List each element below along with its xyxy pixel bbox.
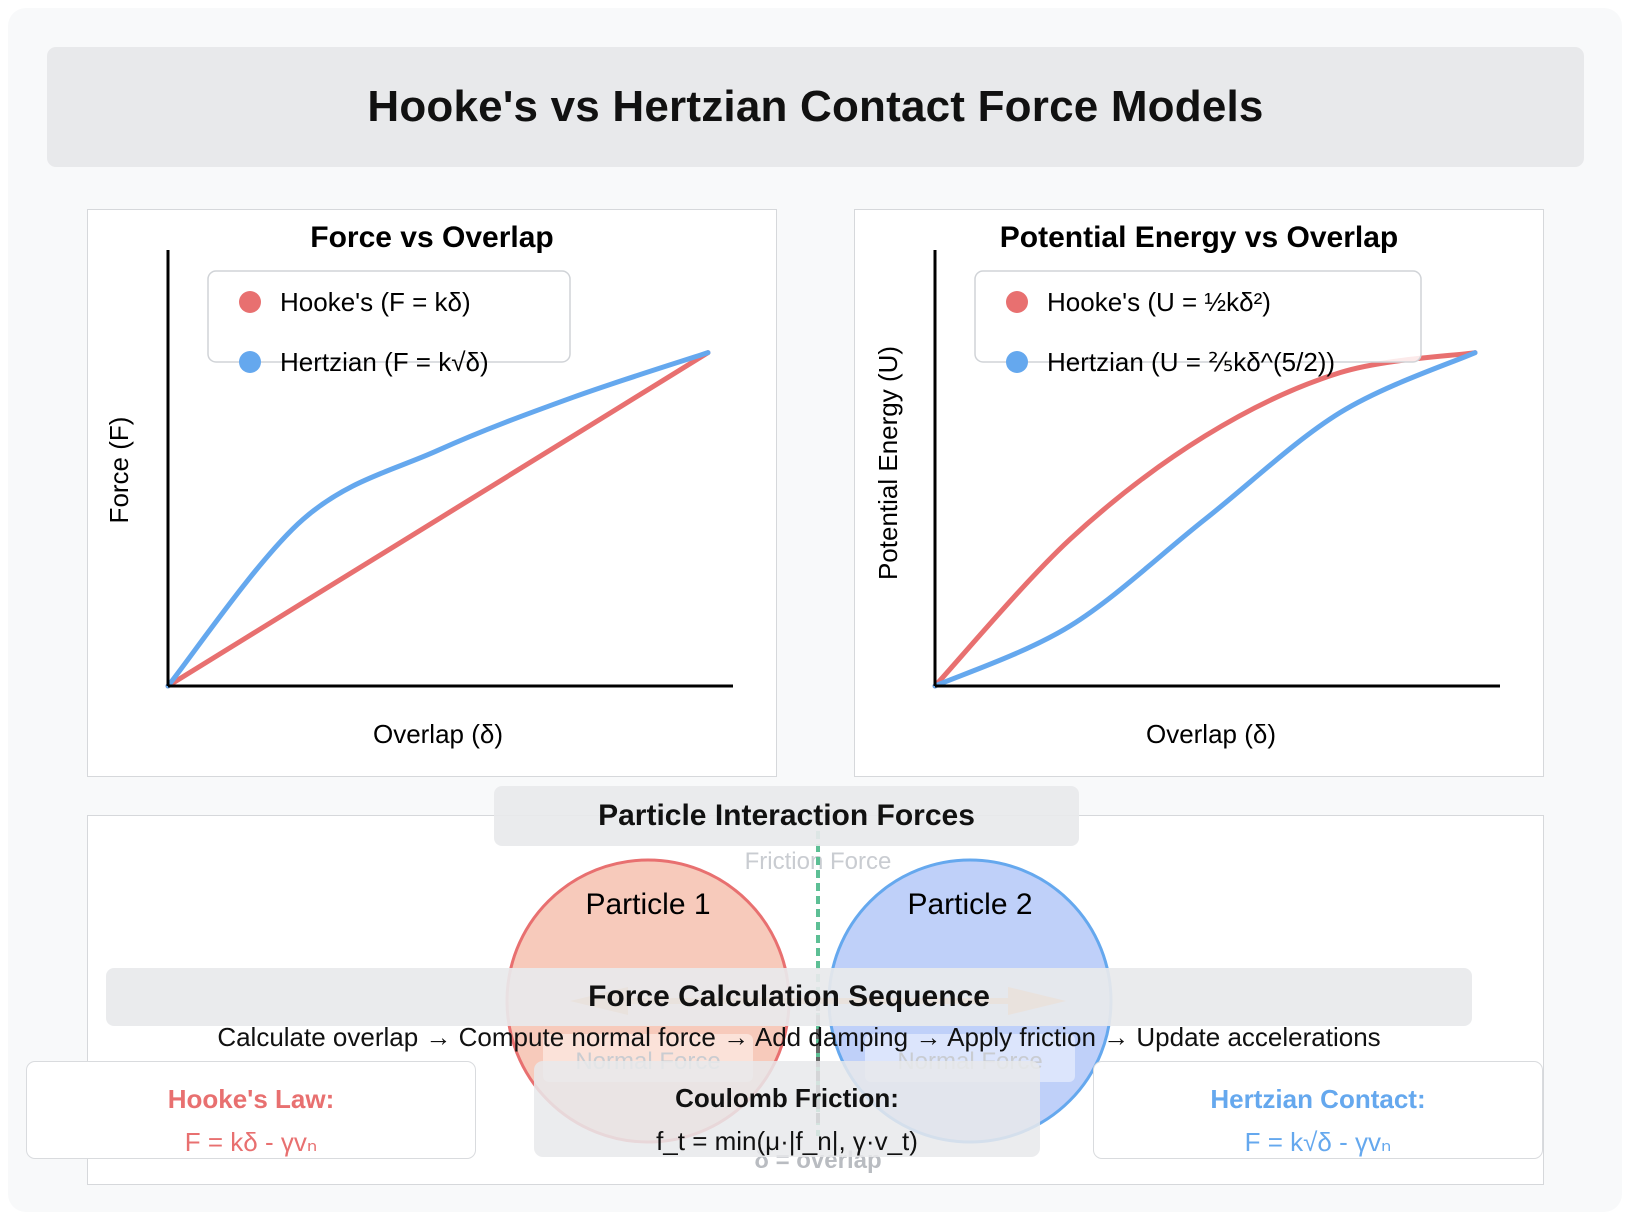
coulomb-friction-formula: f_t = min(μ·|f_n|, γ·v_t): [656, 1126, 918, 1156]
energy-legend-box: [974, 270, 1422, 363]
force-legend-box: [207, 270, 571, 363]
energy-x-label: Overlap (δ): [1146, 719, 1276, 749]
title-banner: Hooke's vs Hertzian Contact Force Models: [47, 47, 1584, 167]
energy-legend-hooke-marker: [1006, 291, 1028, 313]
force-legend-hooke: Hooke's (F = kδ): [280, 287, 471, 317]
energy-hooke-curve: [932, 350, 1478, 689]
hertzian-contact-formula: F = k√δ - γvₙ: [1244, 1127, 1392, 1157]
force-y-label: Force (F): [104, 417, 134, 524]
sequence-header: Force Calculation Sequence: [106, 968, 1472, 1026]
force-legend-hertz: Hertzian (F = k√δ): [280, 347, 489, 377]
particle-section-title: Particle Interaction Forces: [598, 799, 975, 832]
hertzian-contact-title: Hertzian Contact:: [1210, 1084, 1426, 1114]
coulomb-friction-box: Coulomb Friction: f_t = min(μ·|f_n|, γ·v…: [534, 1061, 1040, 1157]
force-chart: Force vs Overlap Hooke's (F = kδ) Hertzi…: [104, 221, 733, 749]
energy-chart-panel: Potential Energy vs Overlap Hooke's (U =…: [854, 209, 1544, 777]
force-legend-hooke-marker: [239, 291, 261, 313]
force-chart-title: Force vs Overlap: [310, 221, 553, 254]
force-legend-hertz-marker: [239, 351, 261, 373]
energy-hertz-curve: [932, 350, 1478, 689]
hertzian-contact-box: Hertzian Contact: F = k√δ - γvₙ: [1093, 1061, 1543, 1159]
energy-chart-title: Potential Energy vs Overlap: [1000, 221, 1398, 254]
particle-2-label: Particle 2: [907, 888, 1032, 921]
energy-legend-hertz: Hertzian (U = ⅖kδ^(5/2)): [1047, 347, 1335, 377]
force-hertz-curve: [165, 350, 711, 689]
force-x-label: Overlap (δ): [373, 719, 503, 749]
sequence-steps: Calculate overlap → Compute normal force…: [217, 1022, 1381, 1052]
particle-section-header: Particle Interaction Forces: [494, 786, 1079, 846]
hooke-law-box: Hooke's Law: F = kδ - γvₙ: [26, 1061, 476, 1159]
energy-y-label: Potential Energy (U): [873, 346, 903, 580]
hooke-law-title: Hooke's Law:: [167, 1084, 335, 1114]
sequence-title: Force Calculation Sequence: [588, 980, 990, 1013]
energy-plot-area: [932, 350, 1478, 689]
page-title: Hooke's vs Hertzian Contact Force Models: [367, 82, 1264, 131]
force-hooke-curve: [165, 350, 711, 689]
diagram-canvas: Hooke's vs Hertzian Contact Force Models…: [8, 8, 1622, 1212]
coulomb-friction-title: Coulomb Friction:: [675, 1083, 899, 1113]
particle-1-label: Particle 1: [585, 888, 710, 921]
energy-chart: Potential Energy vs Overlap Hooke's (U =…: [873, 221, 1500, 749]
energy-legend-hooke: Hooke's (U = ½kδ²): [1047, 287, 1271, 317]
force-plot-area: [165, 350, 711, 689]
hooke-law-formula: F = kδ - γvₙ: [184, 1127, 318, 1157]
energy-legend-hertz-marker: [1006, 351, 1028, 373]
force-chart-panel: Force vs Overlap Hooke's (F = kδ) Hertzi…: [87, 209, 777, 777]
